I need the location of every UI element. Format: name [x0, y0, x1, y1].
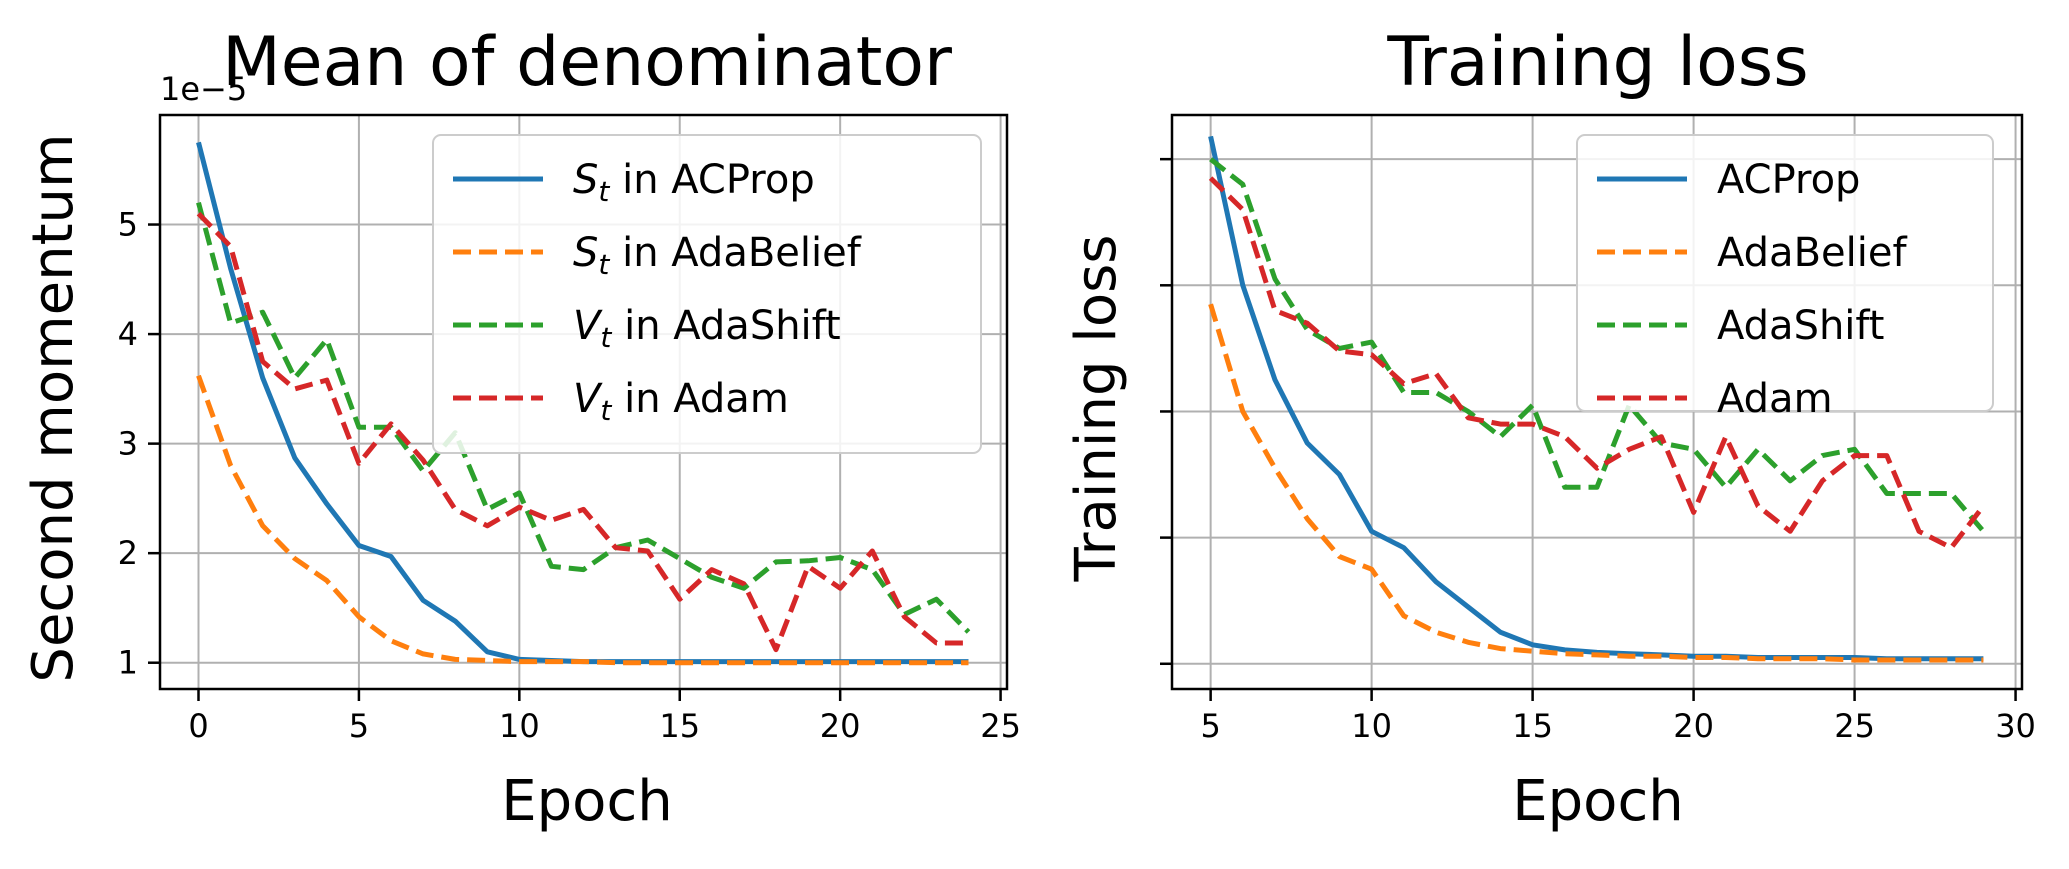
y-axis-label: Second momentum — [21, 133, 86, 682]
x-tick-label: 0 — [188, 707, 208, 745]
panel-training-loss: Training loss Epoch Training loss 5 10 15 2… — [1064, 23, 2036, 834]
series-line-in-adabelief — [196, 374, 969, 666]
legend-label: Vt in Adam — [573, 376, 789, 427]
y-offset-label: 1e−5 — [160, 70, 247, 108]
axes-frame — [1170, 113, 2024, 691]
legend-label: AdaShift — [1717, 303, 1884, 349]
plot-area: 5 10 15 20 25 30 — [1160, 113, 2036, 745]
plot-area: 0 5 10 15 20 25 1 2 3 4 5 — [118, 113, 1021, 745]
series-line-adam — [1208, 176, 1986, 551]
series-line-adabelief — [1208, 303, 1984, 663]
y-tick-label: 1 — [118, 644, 138, 682]
y-tick-label: 5 — [118, 206, 138, 244]
x-tick-label: 20 — [820, 707, 861, 745]
x-tick-label: 30 — [1995, 707, 2036, 745]
legend-label: AdaBelief — [1717, 230, 1907, 276]
panel-mean-of-denominator: Mean of denominator 1e−5 Epoch Second mo… — [21, 23, 1021, 834]
y-tick-label: 3 — [118, 425, 138, 463]
x-tick-label: 20 — [1673, 707, 1714, 745]
legend-label: Vt in AdaShift — [573, 303, 841, 354]
x-tick-label: 10 — [499, 707, 540, 745]
y-tick-label: 2 — [118, 534, 138, 572]
legend-label: St in ACProp — [573, 157, 815, 208]
series-line-adashift — [1209, 157, 1986, 533]
x-tick-label: 5 — [349, 707, 369, 745]
x-tick-label: 15 — [1512, 707, 1553, 745]
legend-label: ACProp — [1717, 157, 1860, 203]
legend-label: St in AdaBelief — [573, 230, 862, 281]
y-tick-label: 4 — [118, 315, 138, 353]
x-tick-label: 10 — [1351, 707, 1392, 745]
x-tick-label: 25 — [980, 707, 1021, 745]
legend-box — [1576, 134, 1994, 412]
x-tick-label: 25 — [1834, 707, 1875, 745]
legend-label: Adam — [1717, 376, 1833, 422]
chart-title: Mean of denominator — [222, 23, 952, 102]
axes-frame — [158, 113, 1009, 691]
x-axis-label: Epoch — [501, 769, 672, 834]
legend: St in ACProp St in AdaBelief Vt in AdaShif… — [432, 134, 982, 454]
x-tick-label: 15 — [659, 707, 700, 745]
x-axis-label: Epoch — [1512, 769, 1683, 834]
chart-title: Training loss — [1386, 23, 1808, 102]
series-line-in-adashift — [196, 201, 971, 634]
series-line-in-adam — [196, 211, 969, 653]
legend: ACProp AdaBelief AdaShift Adam — [1576, 134, 1994, 422]
legend-box — [432, 134, 982, 454]
x-tick-label: 5 — [1200, 707, 1220, 745]
y-axis-label: Training loss — [1064, 235, 1129, 583]
